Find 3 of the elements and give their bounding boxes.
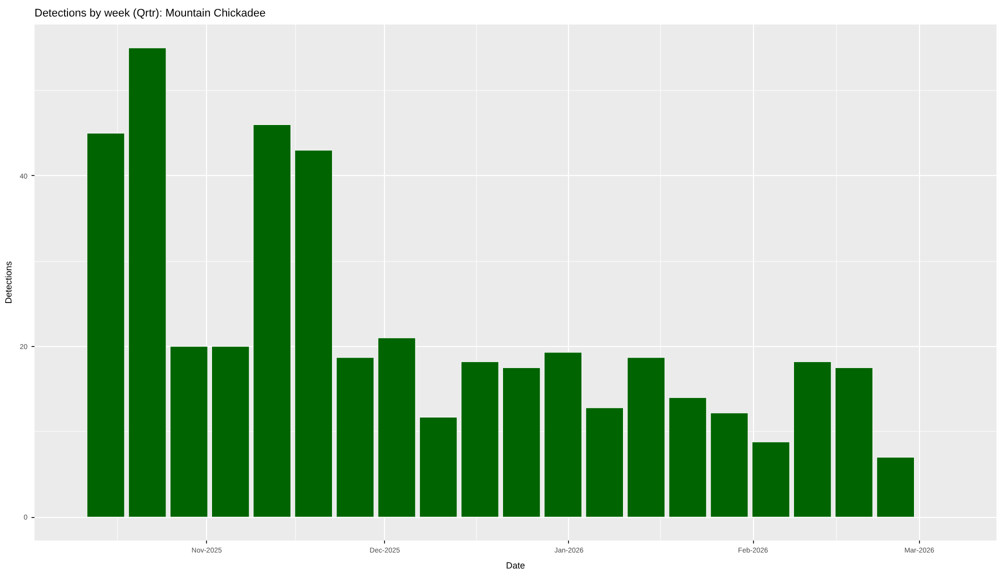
x-axis-title: Date	[506, 560, 526, 570]
y-axis-title: Detections	[4, 260, 14, 304]
chart-title: Detections by week (Qrtr): Mountain Chickadee	[34, 8, 266, 20]
